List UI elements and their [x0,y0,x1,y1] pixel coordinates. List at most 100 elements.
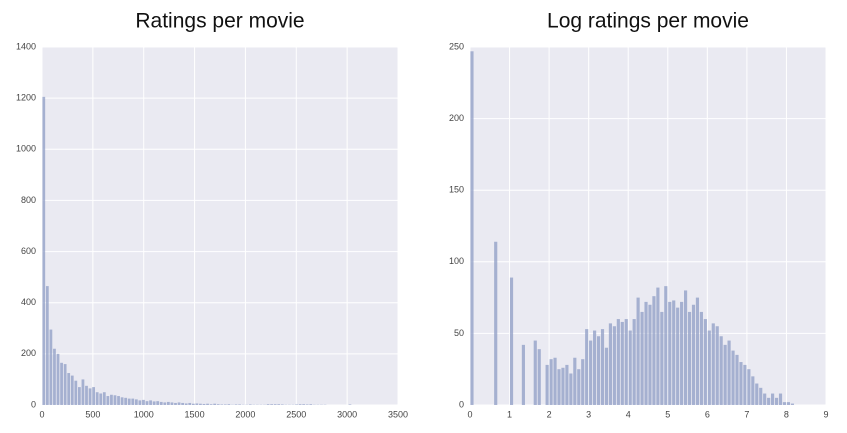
bar [617,319,620,405]
bar [103,392,106,405]
bar [67,373,70,405]
bar [791,404,794,405]
bar [224,404,227,405]
y-tick-label: 200 [21,348,36,358]
bar [110,395,113,405]
bar [751,376,754,405]
bar [295,404,298,405]
x-tick-label: 5 [665,409,670,419]
bar [146,401,149,405]
bar [96,392,99,405]
bar [652,296,655,405]
bar [181,403,184,405]
bar [306,404,309,405]
bar [274,404,277,405]
bar [106,396,109,405]
bar [597,336,600,405]
bar [581,359,584,405]
bar [302,404,305,405]
bar [277,404,280,405]
bar [759,388,762,405]
bar [755,384,758,405]
y-tick-label: 400 [21,297,36,307]
chart-title: Log ratings per movie [547,10,749,33]
bar [92,387,95,405]
bar [633,319,636,405]
bar [739,362,742,405]
y-tick-label: 250 [449,41,464,51]
bar [577,369,580,405]
bar [267,404,270,405]
bar [89,388,92,405]
bar [270,404,273,405]
bar [206,404,209,405]
bar [167,402,170,405]
bar [199,404,202,405]
x-tick-label: 1000 [134,409,154,419]
bar [213,404,216,405]
bar [557,369,560,405]
bar [589,341,592,405]
x-tick-label: 3500 [388,409,408,419]
bar [648,305,651,405]
bar [235,404,238,405]
y-tick-label: 1000 [16,144,36,154]
bar [763,394,766,405]
bar [613,326,616,405]
bar [621,322,624,405]
y-tick-label: 0 [31,399,36,409]
x-tick-label: 500 [85,409,100,419]
y-tick-label: 1400 [16,41,36,51]
x-tick-label: 9 [823,409,828,419]
bar [309,404,312,405]
bar [747,369,750,405]
bar [299,404,302,405]
bar [57,354,60,405]
bar [163,402,166,405]
bar [349,404,352,405]
bar [767,398,770,405]
bar [640,312,643,405]
bar [185,403,188,405]
bar [160,402,163,405]
x-tick-label: 7 [744,409,749,419]
bar [53,349,56,405]
bar [680,302,683,405]
x-tick-label: 4 [626,409,631,419]
x-tick-label: 2 [547,409,552,419]
bar [593,331,596,405]
bar [561,368,564,405]
bar [585,329,588,405]
y-tick-label: 150 [449,185,464,195]
bar [716,326,719,405]
bar [510,278,513,405]
bar [249,404,252,405]
x-tick-label: 8 [784,409,789,419]
bar [704,319,707,405]
bar [494,242,497,405]
bar [676,308,679,405]
bar [50,330,53,405]
bar [735,355,738,405]
y-tick-label: 100 [449,256,464,266]
bar [178,402,181,405]
bar [550,359,553,405]
y-tick-label: 600 [21,246,36,256]
x-tick-label: 6 [705,409,710,419]
x-tick-label: 2500 [286,409,306,419]
bar [82,379,85,405]
bar [708,331,711,405]
bar [124,398,127,405]
bar [783,402,786,405]
bar [625,319,628,405]
bar [553,358,556,405]
bar [660,312,663,405]
bar [656,288,659,405]
bar [174,403,177,405]
bar [538,349,541,405]
bar [664,286,667,405]
bar [724,345,727,405]
bar [546,365,549,405]
